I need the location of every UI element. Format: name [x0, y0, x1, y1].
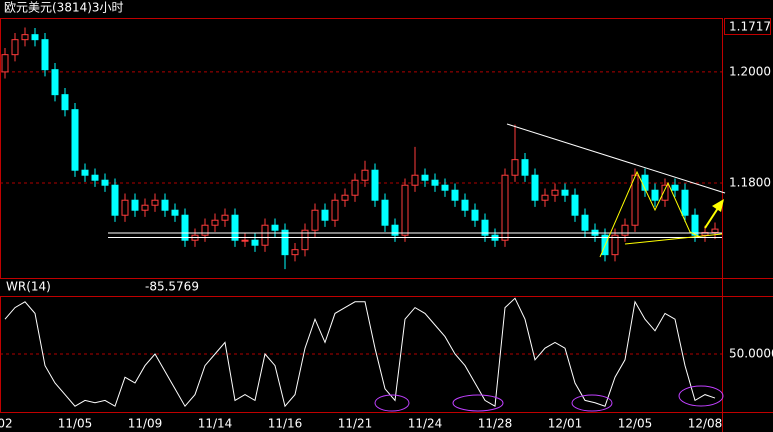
data-layer: 02 11/05 11/09 11/14 11/16 11/21 11/24 11/28 12/… [0, 27, 773, 431]
candle-body [241, 239, 249, 242]
candle-body [301, 229, 309, 251]
candle-body [701, 231, 709, 236]
trend-line [506, 123, 726, 194]
candle-body [161, 199, 169, 211]
wr-title: WR(14) [6, 280, 51, 294]
candle-body [11, 39, 19, 56]
candle-body [201, 224, 209, 236]
x-tick-label: 02 [0, 417, 13, 431]
candle-body [231, 214, 239, 241]
chart-title: 欧元美元(3814)3小时 [4, 1, 124, 15]
candle-body [321, 209, 329, 221]
candle-body [261, 224, 269, 246]
candle-body [551, 189, 559, 196]
candle-body [521, 159, 529, 176]
candle-body [421, 174, 429, 181]
candle-body [621, 224, 629, 236]
candle-body [21, 34, 29, 41]
x-tick-label: 11/16 [268, 417, 303, 431]
highlight-ellipse [571, 394, 613, 412]
candle-body [401, 184, 409, 236]
x-tick-label: 12/01 [548, 417, 583, 431]
candle-body [671, 184, 679, 191]
highlight-ellipse [452, 394, 504, 412]
x-tick-label: 11/09 [128, 417, 163, 431]
candle-body [471, 209, 479, 221]
wr-last-value: -85.5769 [145, 280, 199, 294]
candle-body [311, 209, 319, 231]
candle-body [351, 179, 359, 196]
candle-body [181, 214, 189, 241]
wr-line [4, 297, 716, 408]
candle-body [1, 54, 9, 73]
candle-body [31, 34, 39, 41]
candle-body [541, 194, 549, 201]
candle-body [681, 189, 689, 216]
candle-body [451, 189, 459, 201]
last-price: 1.1717 [729, 20, 771, 34]
annotations [108, 123, 726, 412]
candle-body [441, 184, 449, 191]
candle-body [571, 194, 579, 216]
candle-body [331, 199, 339, 221]
candle-body [691, 214, 699, 236]
x-tick-label: 11/05 [58, 417, 93, 431]
candle-body [111, 184, 119, 216]
candle-body [561, 189, 569, 196]
y-tick-label: 1.2000 [729, 64, 771, 78]
candle-body [221, 214, 229, 221]
candle-body [101, 179, 109, 186]
x-tick-label: 11/28 [478, 417, 513, 431]
candle-body [381, 199, 389, 226]
candle-body [251, 239, 259, 246]
arrow-head [712, 199, 724, 212]
candle-body [41, 39, 49, 71]
x-tick-label: 12/05 [618, 417, 653, 431]
wave-line [599, 170, 701, 258]
x-tick-label: 11/24 [408, 417, 443, 431]
candle-body [281, 229, 289, 256]
candle-body [291, 249, 299, 256]
candle-body [211, 219, 219, 226]
candle-body [531, 174, 539, 201]
candle-body [661, 184, 669, 201]
candle-body [631, 174, 639, 226]
candle-body [341, 194, 349, 201]
wave-line [624, 233, 723, 245]
candle-body [271, 224, 279, 231]
candle-body [81, 169, 89, 176]
y-tick-label: 1.1800 [729, 176, 771, 190]
highlight-ellipse [678, 385, 724, 407]
candle-body [511, 159, 519, 176]
candle-body [461, 199, 469, 211]
highlight-ellipse [374, 394, 410, 412]
candle-body [71, 109, 79, 171]
candle-body [61, 94, 69, 111]
candle-body [151, 199, 159, 206]
candle-body [91, 174, 99, 181]
candle-body [371, 169, 379, 201]
x-tick-label: 11/21 [338, 417, 373, 431]
candle-body [141, 204, 149, 211]
last-price-box [724, 18, 771, 35]
candle-body [501, 174, 509, 241]
candle-body [391, 224, 399, 236]
candle-body [431, 179, 439, 186]
candle-body [651, 189, 659, 201]
candle-body [171, 209, 179, 216]
candle-body [611, 234, 619, 256]
candle-body [581, 214, 589, 231]
candle-body [411, 174, 419, 186]
candle-body [361, 169, 369, 181]
candle-body [481, 219, 489, 236]
x-tick-label: 11/14 [198, 417, 233, 431]
candle-body [121, 199, 129, 216]
candle-body [51, 69, 59, 96]
y-tick-label: 50.0000 [729, 347, 773, 361]
candle-body [711, 228, 719, 233]
candle-body [131, 199, 139, 211]
x-tick-label: 12/08 [688, 417, 723, 431]
